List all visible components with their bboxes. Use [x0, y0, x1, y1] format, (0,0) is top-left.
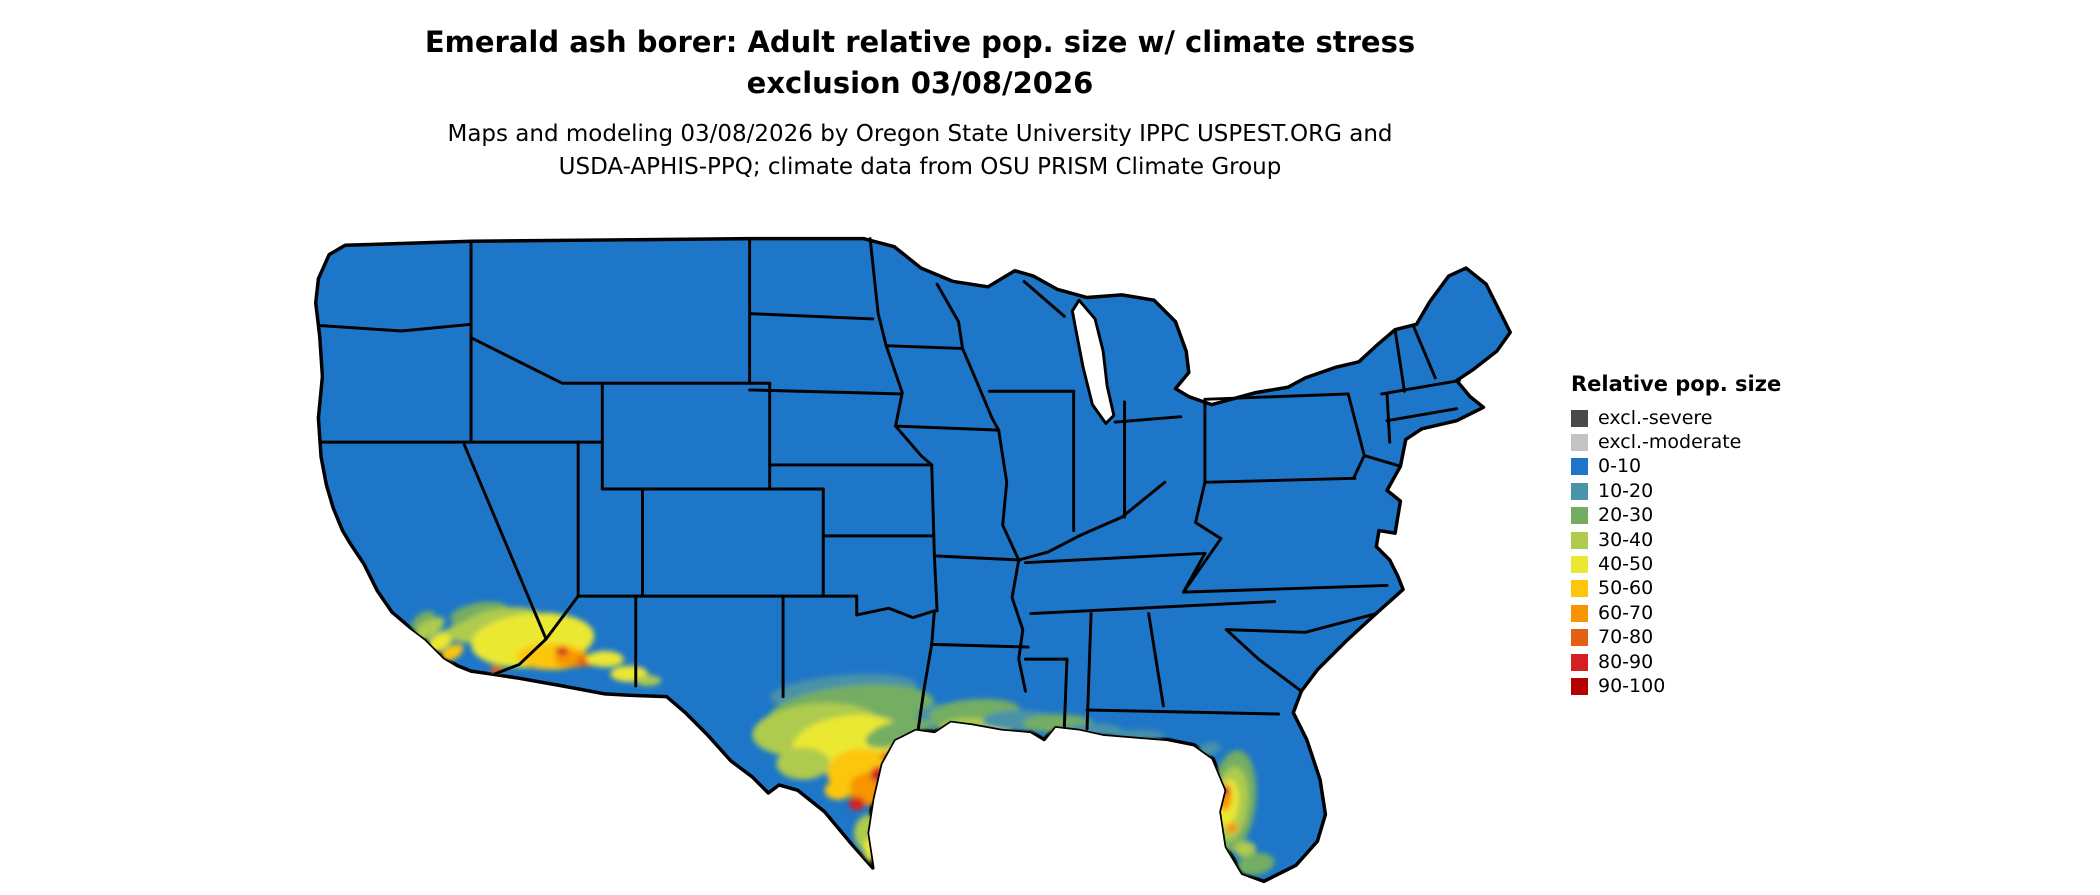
legend-item-20-30: 20-30	[1571, 504, 1811, 528]
legend-item-50-60: 50-60	[1571, 577, 1811, 601]
map-title-line2: exclusion 03/08/2026	[746, 66, 1094, 100]
legend-item-90-100: 90-100	[1571, 674, 1811, 698]
legend-item-label: 90-100	[1598, 674, 1666, 697]
map-subtitle: Maps and modeling 03/08/2026 by Oregon S…	[170, 118, 1670, 184]
legend-item-label: 30-40	[1598, 528, 1654, 551]
legend-color-swatch	[1571, 629, 1588, 647]
legend-item-label: excl.-severe	[1598, 406, 1713, 429]
legend-item-label: 80-90	[1598, 650, 1654, 673]
legend-item-70-80: 70-80	[1571, 626, 1811, 650]
legend-item-10-20: 10-20	[1571, 479, 1811, 503]
legend-item-label: 50-60	[1598, 577, 1654, 600]
legend-color-swatch	[1571, 531, 1588, 549]
legend-item-excl.-moderate: excl.-moderate	[1571, 430, 1811, 454]
legend-item-label: excl.-moderate	[1598, 431, 1742, 454]
legend-item-80-90: 80-90	[1571, 650, 1811, 674]
legend-color-swatch	[1571, 482, 1588, 500]
legend-item-30-40: 30-40	[1571, 528, 1811, 552]
legend-color-swatch	[1571, 409, 1588, 427]
legend-color-swatch	[1571, 458, 1588, 476]
legend-item-label: 60-70	[1598, 601, 1654, 624]
map-title-line1: Emerald ash borer: Adult relative pop. s…	[424, 25, 1416, 59]
map-title: Emerald ash borer: Adult relative pop. s…	[170, 22, 1670, 104]
legend-item-60-70: 60-70	[1571, 601, 1811, 625]
us-choropleth-map	[305, 225, 1533, 895]
map-legend: Relative pop. size excl.-severe excl.-mo…	[1571, 372, 1811, 699]
legend-items: excl.-severe excl.-moderate 0-10 10-20 2…	[1571, 406, 1811, 699]
legend-color-swatch	[1571, 653, 1588, 671]
legend-item-excl.-severe: excl.-severe	[1571, 406, 1811, 430]
legend-color-swatch	[1571, 556, 1588, 574]
legend-color-swatch	[1571, 604, 1588, 622]
legend-item-label: 40-50	[1598, 553, 1654, 576]
legend-item-40-50: 40-50	[1571, 552, 1811, 576]
map-subtitle-line2: USDA-APHIS-PPQ; climate data from OSU PR…	[558, 154, 1282, 180]
legend-item-0-10: 0-10	[1571, 455, 1811, 479]
state-boundaries	[319, 237, 1461, 731]
legend-item-label: 20-30	[1598, 504, 1654, 527]
legend-color-swatch	[1571, 580, 1588, 598]
legend-color-swatch	[1571, 507, 1588, 525]
legend-item-label: 10-20	[1598, 479, 1654, 502]
legend-title: Relative pop. size	[1571, 372, 1782, 396]
map-subtitle-line1: Maps and modeling 03/08/2026 by Oregon S…	[447, 121, 1393, 147]
legend-color-swatch	[1571, 434, 1588, 452]
legend-color-swatch	[1571, 677, 1588, 695]
us-map-svg	[313, 236, 1512, 884]
legend-item-label: 0-10	[1598, 455, 1642, 478]
us-landmass	[313, 236, 1512, 884]
lake-michigan	[1070, 298, 1116, 425]
legend-item-label: 70-80	[1598, 626, 1654, 649]
